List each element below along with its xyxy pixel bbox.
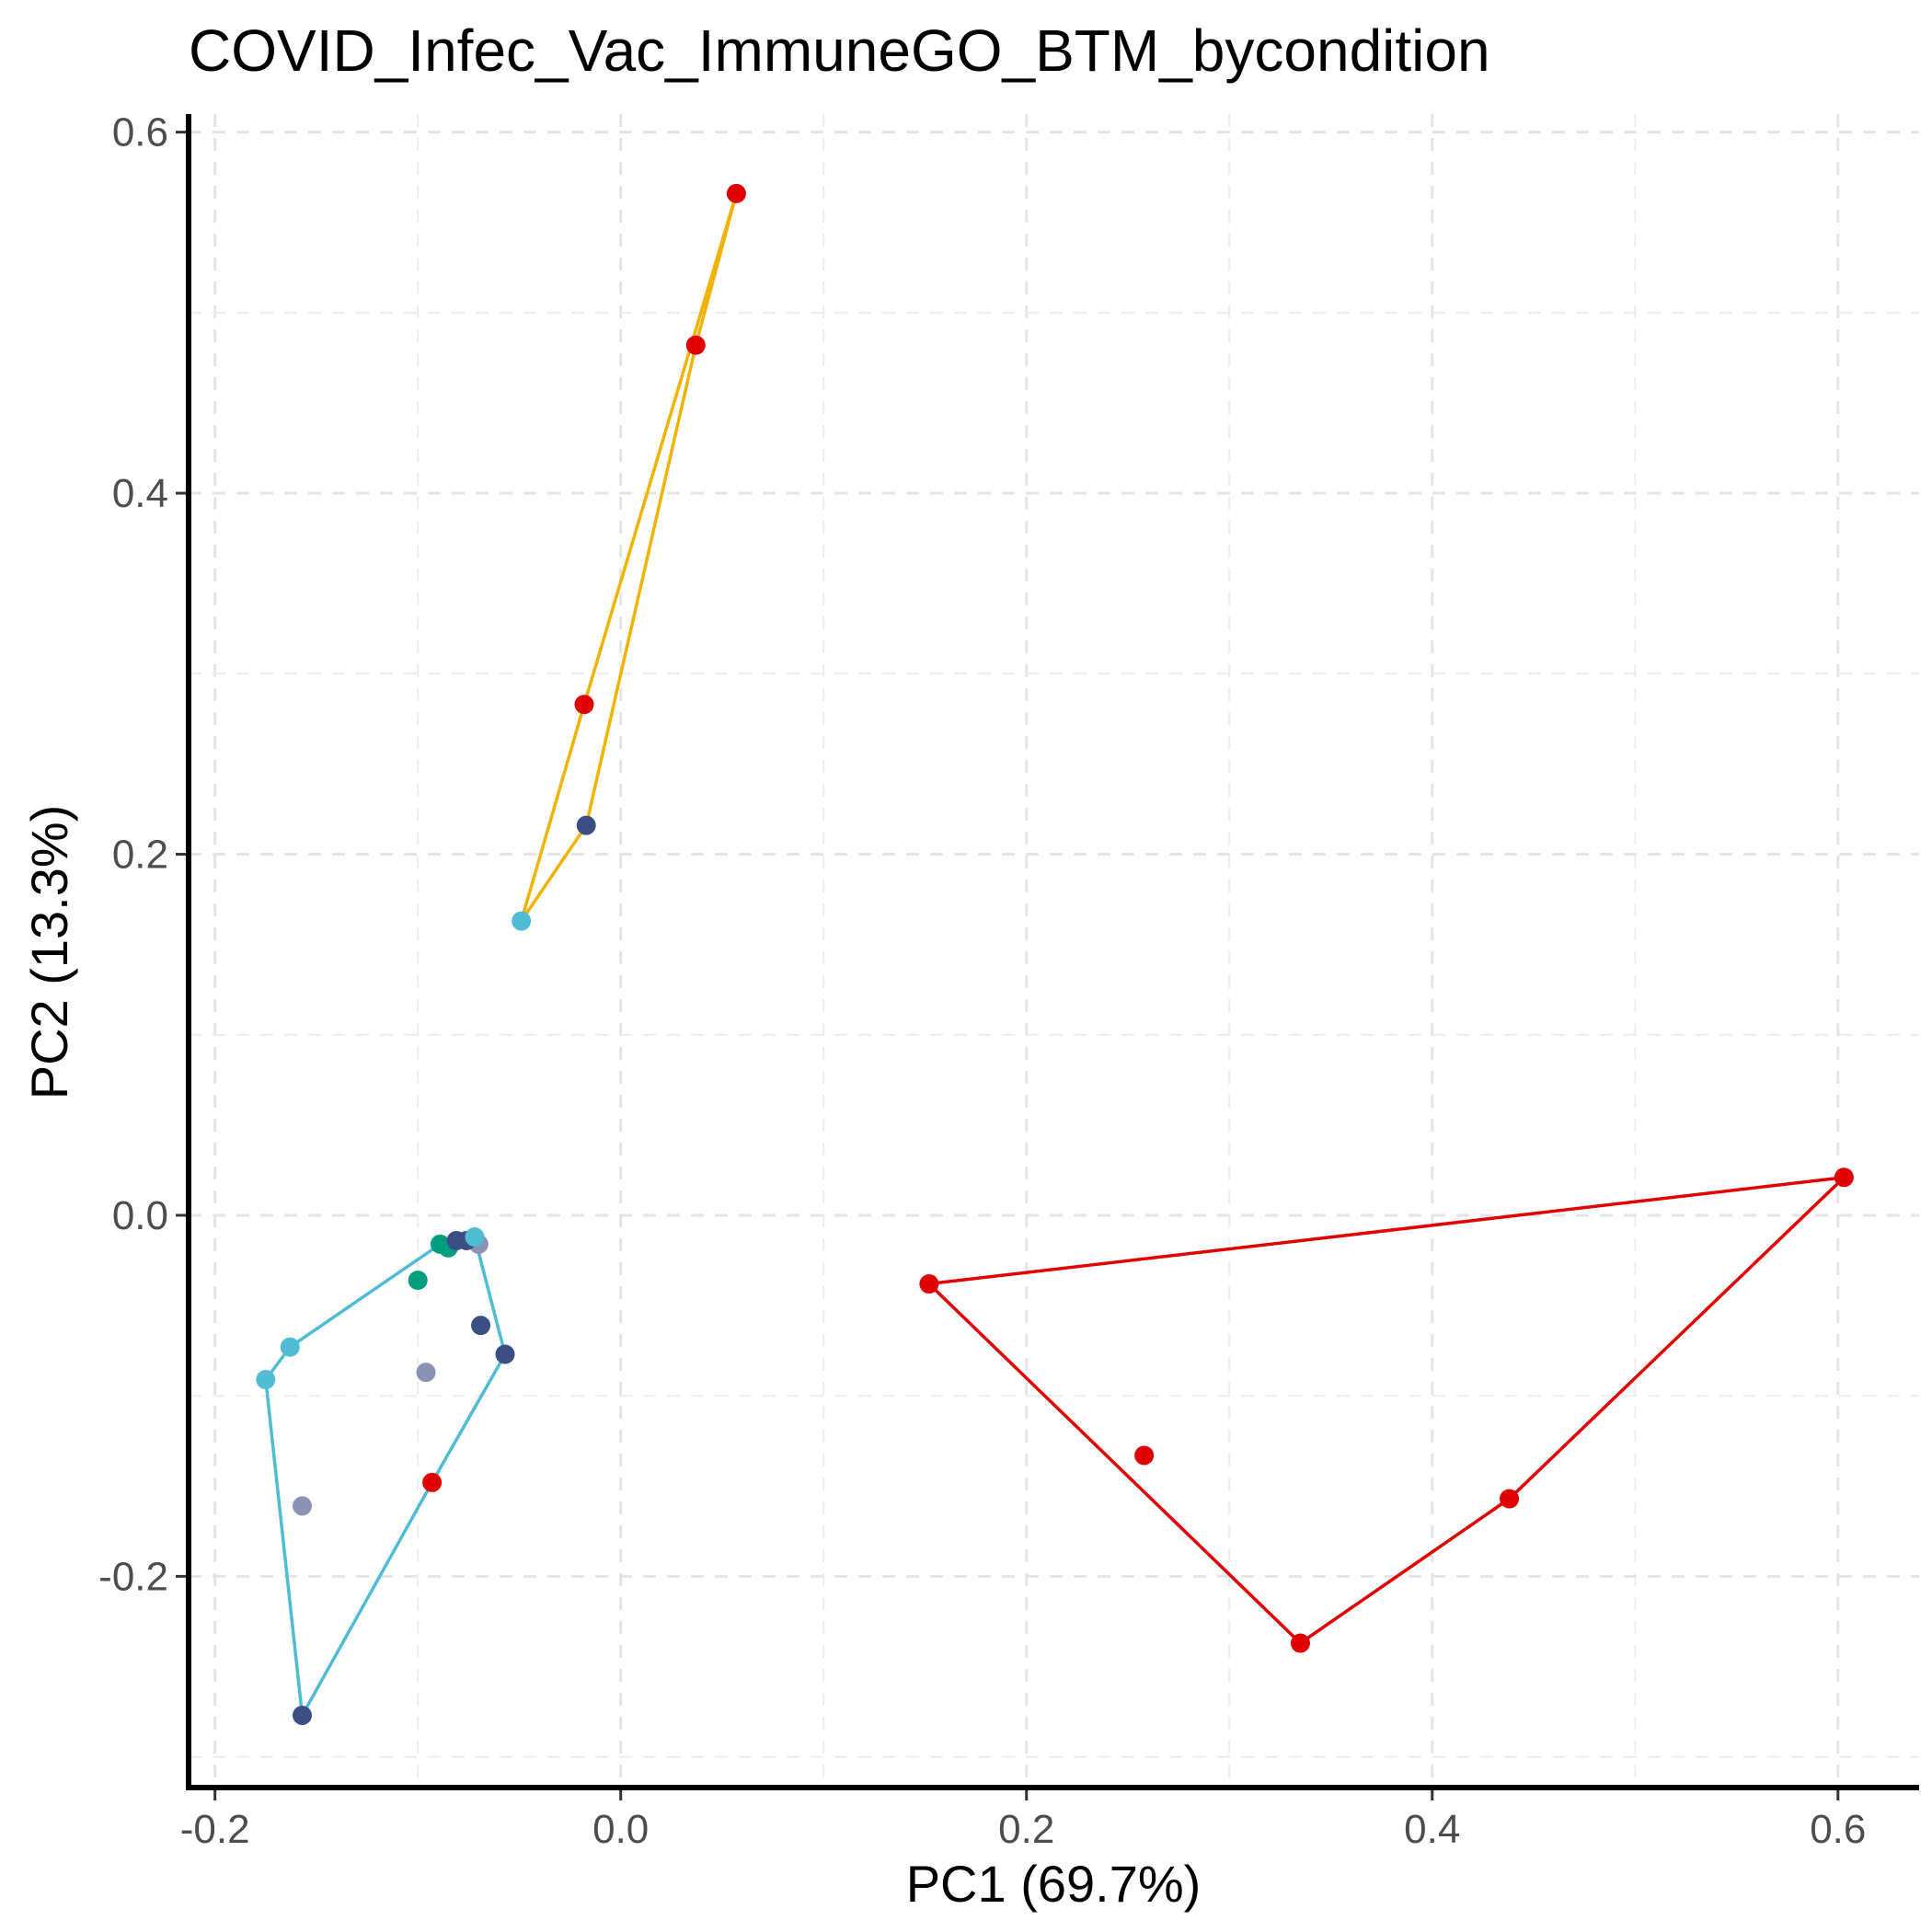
group-hull [519, 191, 739, 923]
y-tick-label: 0.4 [112, 471, 168, 516]
data-point [292, 1706, 312, 1726]
x-axis-ticks: -0.2 0.0 0.2 0.4 0.6 [180, 1790, 1866, 1852]
data-point [408, 1271, 428, 1291]
data-point [1500, 1489, 1520, 1509]
y-axis-title: PC2 (13.3%) [20, 805, 78, 1100]
data-point [465, 1227, 485, 1248]
data-point [256, 1370, 276, 1390]
data-point [726, 183, 746, 203]
x-tick-label: 0.0 [592, 1807, 649, 1852]
y-tick-label: -0.2 [98, 1554, 168, 1599]
x-tick-label: 0.6 [1810, 1807, 1866, 1852]
grid-lines [189, 114, 1919, 1788]
group-hulls [264, 191, 1846, 1718]
data-points [256, 183, 1854, 1726]
data-point [495, 1344, 515, 1364]
data-point [422, 1472, 443, 1492]
chart-title: COVID_Infec_Vac_ImmuneGO_BTM_bycondition [189, 17, 1490, 84]
data-point [416, 1363, 436, 1383]
group-hull [927, 1176, 1846, 1645]
y-tick-label: 0.6 [112, 110, 168, 155]
y-tick-label: 0.0 [112, 1193, 168, 1238]
data-point [280, 1337, 300, 1357]
data-point [512, 911, 532, 931]
data-point [1134, 1445, 1155, 1466]
data-point [1834, 1167, 1854, 1188]
data-point [685, 335, 706, 355]
data-point [471, 1316, 491, 1336]
data-point [574, 695, 594, 715]
data-point [1290, 1633, 1310, 1653]
y-tick-label: 0.2 [112, 833, 168, 878]
x-tick-label: 0.2 [998, 1807, 1054, 1852]
data-point [292, 1496, 312, 1516]
y-axis-ticks: -0.2 0.0 0.2 0.4 0.6 [98, 110, 186, 1599]
x-tick-label: -0.2 [180, 1807, 250, 1852]
group-hull [264, 1235, 507, 1718]
data-point [919, 1274, 939, 1294]
x-tick-label: 0.4 [1404, 1807, 1460, 1852]
data-point [576, 815, 596, 835]
x-axis-title: PC1 (69.7%) [906, 1855, 1202, 1913]
